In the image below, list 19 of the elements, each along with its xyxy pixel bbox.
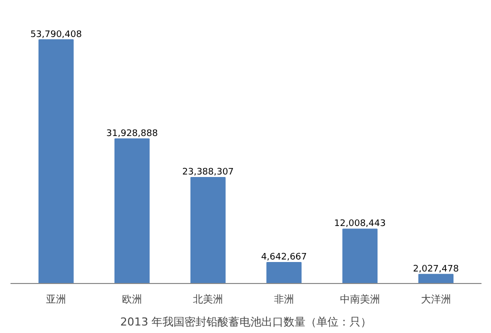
data-label: 31,928,888 (106, 128, 158, 139)
x-tick-label: 欧洲 (122, 294, 142, 306)
data-label: 2,027,478 (413, 264, 460, 274)
text: 2013 年我国密封铅酸蓄电池出口数量（单位：只） (120, 316, 372, 328)
x-tick-label: 中南美洲 (340, 294, 380, 306)
x-tick-label: 亚洲 (46, 294, 66, 306)
bar (342, 228, 378, 284)
data-label: 23,388,307 (182, 168, 234, 178)
x-tick-label: 非洲 (274, 294, 294, 306)
bar (114, 138, 150, 284)
data-label: 4,642,667 (261, 252, 307, 262)
x-tick-label: 北美洲 (193, 294, 224, 306)
x-tick-label: 大洋洲 (420, 294, 451, 306)
bar (418, 274, 454, 284)
data-label: 53,790,408 (30, 30, 82, 40)
bar (38, 39, 74, 284)
bar (266, 262, 302, 284)
data-label: 12,008,443 (334, 219, 386, 230)
bar (190, 177, 226, 284)
